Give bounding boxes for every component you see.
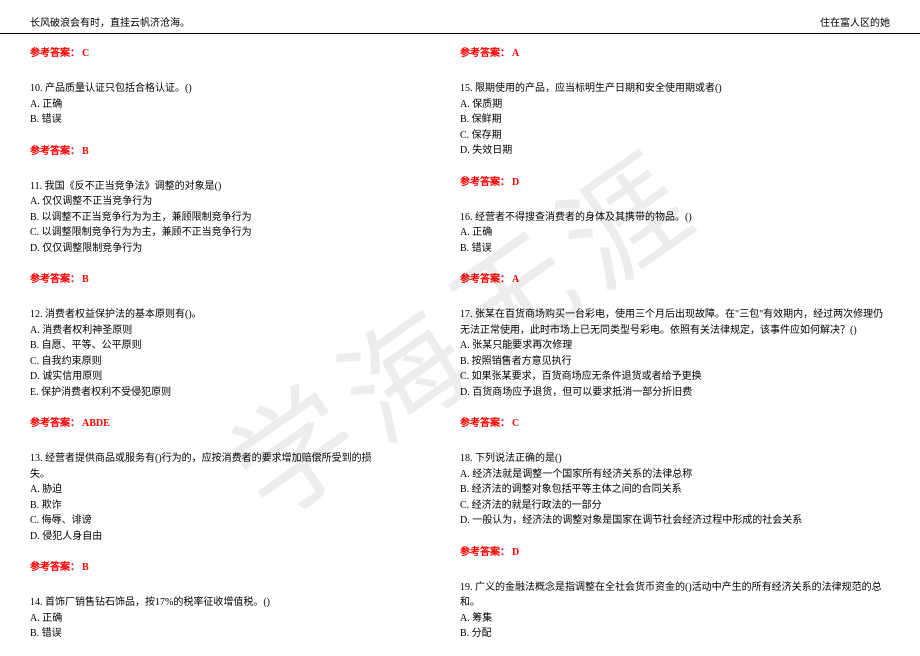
question-text: 13. 经营者提供商品或服务有()行为的，应按消费者的要求增加赔偿所受到的损失。 <box>30 451 390 482</box>
option: A. 张某只能要求再次修理 <box>460 338 890 354</box>
option: C. 以调整限制竞争行为为主，兼顾不正当竞争行为 <box>30 225 390 241</box>
answer-line: 参考答案：A <box>460 270 890 285</box>
option: B. 自愿、平等、公平原则 <box>30 338 390 354</box>
answer-value: B <box>82 146 89 157</box>
question-text: 10. 产品质量认证只包括合格认证。() <box>30 81 390 97</box>
answer-value: B <box>82 562 89 573</box>
option: C. 保存期 <box>460 128 890 144</box>
option: B. 错误 <box>30 626 390 642</box>
question-block: 12. 消费者权益保护法的基本原则有()。A. 消费者权利神圣原则B. 自愿、平… <box>30 307 390 400</box>
answer-line: 参考答案：ABDE <box>30 414 390 429</box>
option: C. 如果张某要求，百货商场应无条件退货或者给予更换 <box>460 369 890 385</box>
answer-value: D <box>512 177 519 188</box>
answer-value: D <box>512 547 519 558</box>
question-block: 13. 经营者提供商品或服务有()行为的，应按消费者的要求增加赔偿所受到的损失。… <box>30 451 390 544</box>
option: B. 经济法的调整对象包括平等主体之间的合同关系 <box>460 482 890 498</box>
answer-value: A <box>512 48 519 59</box>
question-block: 11. 我国《反不正当竞争法》调整的对象是()A. 仅仅调整不正当竞争行为B. … <box>30 179 390 257</box>
right-column: 参考答案：A15. 限期使用的产品，应当标明生产日期和安全使用期或者()A. 保… <box>460 34 890 656</box>
answer-label: 参考答案： <box>460 418 510 429</box>
option: C. 侮辱、诽谤 <box>30 513 390 529</box>
answer-value: A <box>512 274 519 285</box>
option: A. 胁迫 <box>30 482 390 498</box>
header-left: 长风破浪会有时，直挂云帆济沧海。 <box>30 14 190 29</box>
option: B. 错误 <box>460 241 890 257</box>
answer-line: 参考答案：C <box>30 44 390 59</box>
answer-line: 参考答案：B <box>30 558 390 573</box>
option: D. 仅仅调整限制竞争行为 <box>30 241 390 257</box>
option: E. 保护消费者权利不受侵犯原则 <box>30 385 390 401</box>
question-block: 10. 产品质量认证只包括合格认证。()A. 正确B. 错误 <box>30 81 390 128</box>
page-header: 长风破浪会有时，直挂云帆济沧海。 住在富人区的她 <box>0 0 920 34</box>
option: A. 仅仅调整不正当竞争行为 <box>30 194 390 210</box>
answer-value: C <box>512 418 519 429</box>
answer-value: ABDE <box>82 418 110 429</box>
answer-label: 参考答案： <box>30 274 80 285</box>
answer-label: 参考答案： <box>460 177 510 188</box>
question-text: 11. 我国《反不正当竞争法》调整的对象是() <box>30 179 390 195</box>
option: D. 侵犯人身自由 <box>30 529 390 545</box>
question-block: 15. 限期使用的产品，应当标明生产日期和安全使用期或者()A. 保质期B. 保… <box>460 81 890 159</box>
content: 参考答案：C10. 产品质量认证只包括合格认证。()A. 正确B. 错误参考答案… <box>0 34 920 656</box>
question-text: 17. 张某在百货商场购买一台彩电，使用三个月后出现故障。在"三包"有效期内，经… <box>460 307 890 338</box>
header-right: 住在富人区的她 <box>820 14 890 29</box>
question-block: 17. 张某在百货商场购买一台彩电，使用三个月后出现故障。在"三包"有效期内，经… <box>460 307 890 400</box>
question-text: 19. 广义的金融法概念是指调整在全社会货币资金的()活动中产生的所有经济关系的… <box>460 580 890 611</box>
question-block: 14. 首饰厂销售钻石饰品，按17%的税率征收增值税。()A. 正确B. 错误 <box>30 595 390 642</box>
answer-value: B <box>82 274 89 285</box>
answer-line: 参考答案：B <box>30 142 390 157</box>
question-text: 14. 首饰厂销售钻石饰品，按17%的税率征收增值税。() <box>30 595 390 611</box>
option: B. 按照销售者方意见执行 <box>460 354 890 370</box>
option: A. 正确 <box>30 611 390 627</box>
question-block: 18. 下列说法正确的是()A. 经济法就是调整一个国家所有经济关系的法律总称B… <box>460 451 890 529</box>
question-text: 16. 经营者不得搜查消费者的身体及其携带的物品。() <box>460 210 890 226</box>
option: D. 失效日期 <box>460 143 890 159</box>
option: D. 百货商场应予退货，但可以要求抵消一部分折旧费 <box>460 385 890 401</box>
answer-label: 参考答案： <box>460 547 510 558</box>
answer-label: 参考答案： <box>30 418 80 429</box>
option: A. 正确 <box>30 97 390 113</box>
option: A. 保质期 <box>460 97 890 113</box>
option: D. 诚实信用原则 <box>30 369 390 385</box>
answer-label: 参考答案： <box>30 146 80 157</box>
option: B. 分配 <box>460 626 890 642</box>
answer-line: 参考答案：D <box>460 173 890 188</box>
left-column: 参考答案：C10. 产品质量认证只包括合格认证。()A. 正确B. 错误参考答案… <box>30 34 460 656</box>
question-block: 16. 经营者不得搜查消费者的身体及其携带的物品。()A. 正确B. 错误 <box>460 210 890 257</box>
answer-label: 参考答案： <box>460 48 510 59</box>
answer-line: 参考答案：A <box>460 44 890 59</box>
option: B. 以调整不正当竞争行为为主，兼顾限制竞争行为 <box>30 210 390 226</box>
option: C. 经济法的就是行政法的一部分 <box>460 498 890 514</box>
option: C. 自我约束原则 <box>30 354 390 370</box>
answer-line: 参考答案：D <box>460 543 890 558</box>
question-text: 15. 限期使用的产品，应当标明生产日期和安全使用期或者() <box>460 81 890 97</box>
answer-line: 参考答案：C <box>460 414 890 429</box>
option: A. 筹集 <box>460 611 890 627</box>
option: B. 错误 <box>30 112 390 128</box>
option: A. 消费者权利神圣原则 <box>30 323 390 339</box>
question-text: 12. 消费者权益保护法的基本原则有()。 <box>30 307 390 323</box>
answer-value: C <box>82 48 89 59</box>
option: B. 欺诈 <box>30 498 390 514</box>
answer-label: 参考答案： <box>30 562 80 573</box>
option: A. 正确 <box>460 225 890 241</box>
question-text: 18. 下列说法正确的是() <box>460 451 890 467</box>
answer-line: 参考答案：B <box>30 270 390 285</box>
answer-label: 参考答案： <box>460 274 510 285</box>
option: B. 保鲜期 <box>460 112 890 128</box>
answer-label: 参考答案： <box>30 48 80 59</box>
option: D. 一般认为，经济法的调整对象是国家在调节社会经济过程中形成的社会关系 <box>460 513 890 529</box>
question-block: 19. 广义的金融法概念是指调整在全社会货币资金的()活动中产生的所有经济关系的… <box>460 580 890 642</box>
option: A. 经济法就是调整一个国家所有经济关系的法律总称 <box>460 467 890 483</box>
